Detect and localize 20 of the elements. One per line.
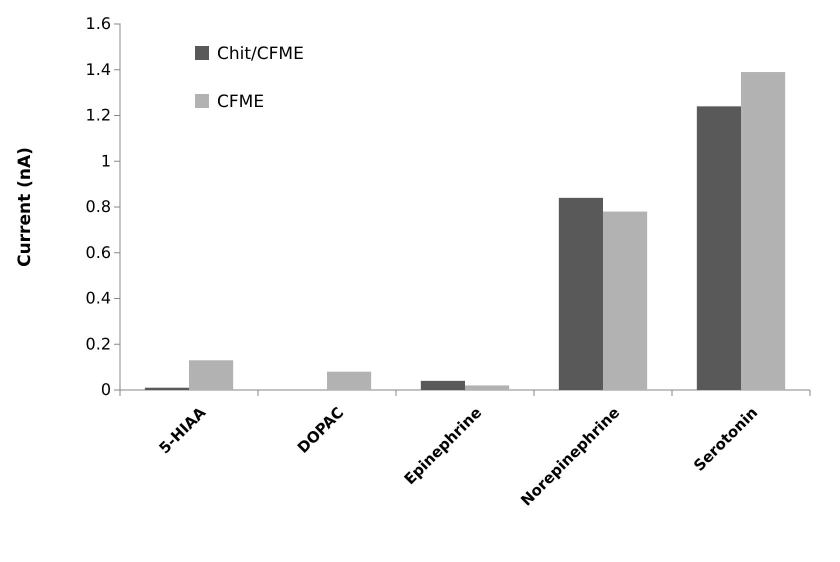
bar xyxy=(603,212,648,390)
bar xyxy=(696,106,741,390)
y-tick-label: 0 xyxy=(100,380,111,400)
y-tick-label: 1.4 xyxy=(86,60,111,79)
y-tick-label: 0.4 xyxy=(86,288,111,308)
y-axis-title: Current (nA) xyxy=(15,147,35,267)
bar xyxy=(558,198,603,390)
y-tick-label: 0.2 xyxy=(86,334,111,354)
y-tick-label: 0.8 xyxy=(86,197,111,216)
legend-label: CFME xyxy=(217,92,264,112)
y-tick-label: 0.6 xyxy=(86,242,111,262)
bar xyxy=(465,385,510,390)
legend-label: Chit/CFME xyxy=(217,44,304,64)
bar xyxy=(189,360,234,390)
y-tick-label: 1.6 xyxy=(86,14,111,34)
bar xyxy=(420,380,465,390)
bar xyxy=(327,372,372,390)
bar xyxy=(741,72,786,390)
y-tick-label: 1.2 xyxy=(86,106,111,125)
y-tick-label: 1 xyxy=(100,151,111,170)
